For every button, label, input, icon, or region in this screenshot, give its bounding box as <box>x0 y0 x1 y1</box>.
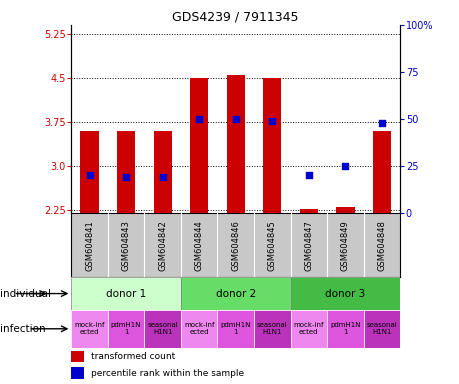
Text: infection: infection <box>0 324 45 334</box>
Text: percentile rank within the sample: percentile rank within the sample <box>91 369 244 377</box>
Text: GSM604847: GSM604847 <box>304 220 313 271</box>
Text: GSM604842: GSM604842 <box>158 220 167 270</box>
Bar <box>290 310 326 348</box>
Bar <box>117 131 135 213</box>
Bar <box>363 310 399 348</box>
Bar <box>153 131 171 213</box>
Bar <box>71 351 84 362</box>
Text: donor 1: donor 1 <box>106 288 146 299</box>
Bar <box>71 310 107 348</box>
Bar <box>180 277 290 310</box>
Text: GSM604844: GSM604844 <box>194 220 203 270</box>
Text: donor 2: donor 2 <box>215 288 255 299</box>
Text: pdmH1N
1: pdmH1N 1 <box>330 322 360 335</box>
Text: GSM604848: GSM604848 <box>376 220 386 271</box>
Text: seasonal
H1N1: seasonal H1N1 <box>366 322 397 335</box>
Text: pdmH1N
1: pdmH1N 1 <box>111 322 141 335</box>
Bar <box>180 310 217 348</box>
Point <box>377 119 385 126</box>
Text: GSM604845: GSM604845 <box>267 220 276 270</box>
Point <box>86 172 93 178</box>
Point <box>231 116 239 122</box>
Bar <box>290 277 399 310</box>
Text: mock-inf
ected: mock-inf ected <box>74 322 105 335</box>
Bar <box>71 367 84 379</box>
Text: seasonal
H1N1: seasonal H1N1 <box>147 322 178 335</box>
Bar <box>253 310 290 348</box>
Bar <box>336 207 354 213</box>
Point <box>341 163 348 169</box>
Point <box>304 172 312 178</box>
Text: mock-inf
ected: mock-inf ected <box>184 322 214 335</box>
Text: mock-inf
ected: mock-inf ected <box>293 322 324 335</box>
Text: transformed count: transformed count <box>91 353 175 361</box>
Bar <box>217 310 253 348</box>
Bar <box>263 78 281 213</box>
Text: GSM604843: GSM604843 <box>121 220 130 271</box>
Text: GSM604846: GSM604846 <box>231 220 240 271</box>
Point <box>122 174 129 180</box>
Text: GSM604841: GSM604841 <box>85 220 94 270</box>
Bar <box>299 209 317 213</box>
Text: donor 3: donor 3 <box>325 288 365 299</box>
Point <box>195 116 202 122</box>
Bar <box>107 310 144 348</box>
Bar <box>144 310 180 348</box>
Bar <box>80 131 99 213</box>
Title: GDS4239 / 7911345: GDS4239 / 7911345 <box>172 11 298 24</box>
Point <box>268 118 275 124</box>
Point <box>159 174 166 180</box>
Text: GSM604849: GSM604849 <box>340 220 349 270</box>
Text: seasonal
H1N1: seasonal H1N1 <box>257 322 287 335</box>
Bar <box>372 131 390 213</box>
Bar <box>190 78 208 213</box>
Text: pdmH1N
1: pdmH1N 1 <box>220 322 251 335</box>
Text: individual: individual <box>0 288 51 299</box>
Bar <box>226 75 244 213</box>
Bar <box>326 310 363 348</box>
Bar <box>71 277 180 310</box>
